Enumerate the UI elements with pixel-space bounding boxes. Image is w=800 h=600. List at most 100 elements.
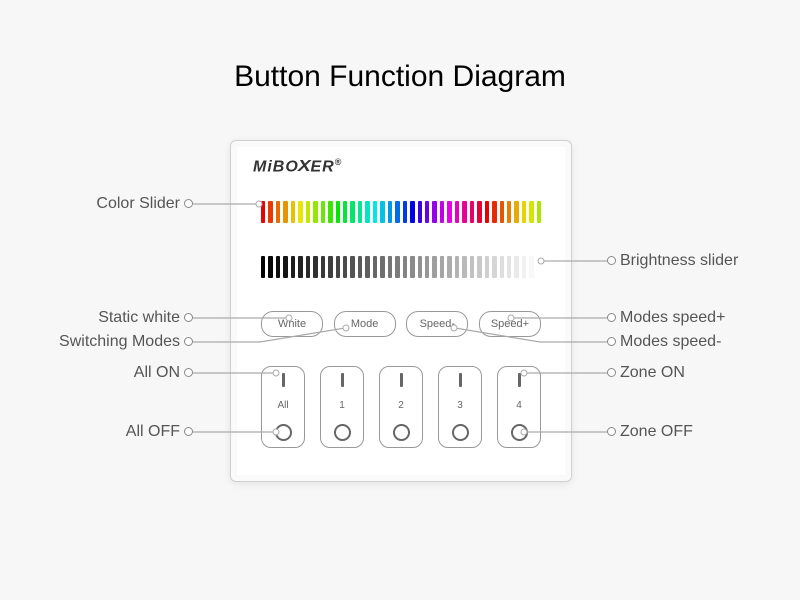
zone-label: 4 bbox=[516, 400, 522, 411]
brightness-segment bbox=[321, 256, 325, 278]
zone-button-1[interactable]: 1 bbox=[320, 366, 364, 448]
color-segment bbox=[425, 201, 429, 223]
mode-button[interactable]: Mode bbox=[334, 311, 396, 337]
brightness-segment bbox=[261, 256, 265, 278]
callout-dot bbox=[607, 256, 616, 265]
color-segment bbox=[336, 201, 340, 223]
color-segment bbox=[477, 201, 481, 223]
color-segment bbox=[403, 201, 407, 223]
speed-minus-button[interactable]: Speed- bbox=[406, 311, 468, 337]
callout-dot bbox=[607, 337, 616, 346]
callout-color-slider: Color Slider bbox=[60, 195, 180, 213]
callout-dot bbox=[184, 427, 193, 436]
brightness-segment bbox=[492, 256, 496, 278]
callout-zone-on: Zone ON bbox=[620, 364, 685, 382]
brightness-segment bbox=[522, 256, 526, 278]
color-segment bbox=[462, 201, 466, 223]
speed-plus-button[interactable]: Speed+ bbox=[479, 311, 541, 337]
zone-button-row: All 1 2 3 4 bbox=[261, 366, 541, 448]
color-segment bbox=[470, 201, 474, 223]
zone-label: 1 bbox=[339, 400, 345, 411]
zone-label: All bbox=[277, 400, 288, 411]
color-slider[interactable] bbox=[261, 201, 541, 223]
zone-button-all[interactable]: All bbox=[261, 366, 305, 448]
callout-all-off: All OFF bbox=[60, 423, 180, 441]
callout-dot bbox=[607, 368, 616, 377]
color-segment bbox=[261, 201, 265, 223]
zone-label: 2 bbox=[398, 400, 404, 411]
callout-zone-off: Zone OFF bbox=[620, 423, 693, 441]
brightness-segment bbox=[380, 256, 384, 278]
color-segment bbox=[313, 201, 317, 223]
zone-on-icon bbox=[518, 373, 521, 387]
zone-button-3[interactable]: 3 bbox=[438, 366, 482, 448]
callout-dot bbox=[184, 368, 193, 377]
callout-speed-minus: Modes speed- bbox=[620, 333, 721, 351]
color-segment bbox=[321, 201, 325, 223]
callout-dot bbox=[184, 337, 193, 346]
color-segment bbox=[418, 201, 422, 223]
brightness-segment bbox=[403, 256, 407, 278]
brightness-segment bbox=[432, 256, 436, 278]
brightness-segment bbox=[328, 256, 332, 278]
color-segment bbox=[291, 201, 295, 223]
brightness-segment bbox=[455, 256, 459, 278]
brightness-segment bbox=[500, 256, 504, 278]
brightness-segment bbox=[388, 256, 392, 278]
brightness-segment bbox=[365, 256, 369, 278]
callout-dot bbox=[607, 427, 616, 436]
color-segment bbox=[358, 201, 362, 223]
color-segment bbox=[522, 201, 526, 223]
mode-button-row: White Mode Speed- Speed+ bbox=[261, 311, 541, 337]
brightness-segment bbox=[537, 256, 541, 278]
brightness-segment bbox=[425, 256, 429, 278]
color-segment bbox=[306, 201, 310, 223]
zone-on-icon bbox=[400, 373, 403, 387]
brightness-segment bbox=[313, 256, 317, 278]
zone-off-icon bbox=[275, 424, 292, 441]
zone-off-icon bbox=[334, 424, 351, 441]
color-segment bbox=[507, 201, 511, 223]
color-segment bbox=[440, 201, 444, 223]
color-segment bbox=[380, 201, 384, 223]
callout-dot bbox=[607, 313, 616, 322]
brightness-segment bbox=[276, 256, 280, 278]
brightness-segment bbox=[477, 256, 481, 278]
brightness-segment bbox=[395, 256, 399, 278]
color-segment bbox=[328, 201, 332, 223]
brightness-segment bbox=[470, 256, 474, 278]
page-title: Button Function Diagram bbox=[0, 60, 800, 94]
brightness-segment bbox=[343, 256, 347, 278]
color-segment bbox=[388, 201, 392, 223]
brightness-slider[interactable] bbox=[261, 256, 541, 278]
color-segment bbox=[298, 201, 302, 223]
controller-panel: MiBOXERMiBOXER® White Mode Speed- Speed+… bbox=[230, 140, 572, 482]
zone-button-4[interactable]: 4 bbox=[497, 366, 541, 448]
callout-static-white: Static white bbox=[60, 309, 180, 327]
callout-dot bbox=[184, 313, 193, 322]
color-segment bbox=[395, 201, 399, 223]
brightness-segment bbox=[440, 256, 444, 278]
brightness-segment bbox=[373, 256, 377, 278]
callout-speed-plus: Modes speed+ bbox=[620, 309, 725, 327]
brightness-segment bbox=[485, 256, 489, 278]
brightness-segment bbox=[350, 256, 354, 278]
zone-off-icon bbox=[511, 424, 528, 441]
brightness-segment bbox=[336, 256, 340, 278]
color-segment bbox=[447, 201, 451, 223]
brightness-segment bbox=[447, 256, 451, 278]
zone-label: 3 bbox=[457, 400, 463, 411]
brightness-segment bbox=[268, 256, 272, 278]
color-segment bbox=[268, 201, 272, 223]
brightness-segment bbox=[418, 256, 422, 278]
color-segment bbox=[343, 201, 347, 223]
color-segment bbox=[529, 201, 533, 223]
color-segment bbox=[410, 201, 414, 223]
zone-button-2[interactable]: 2 bbox=[379, 366, 423, 448]
brightness-segment bbox=[514, 256, 518, 278]
brightness-segment bbox=[298, 256, 302, 278]
zone-on-icon bbox=[282, 373, 285, 387]
zone-off-icon bbox=[393, 424, 410, 441]
white-button[interactable]: White bbox=[261, 311, 323, 337]
color-segment bbox=[455, 201, 459, 223]
